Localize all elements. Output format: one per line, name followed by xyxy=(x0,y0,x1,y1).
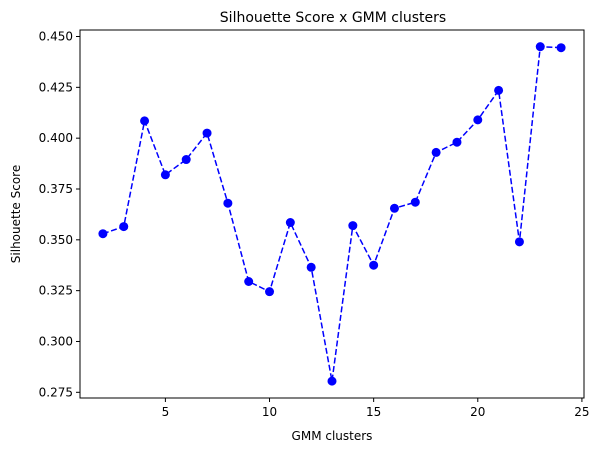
data-point xyxy=(181,155,191,165)
series-layer xyxy=(98,42,566,386)
x-tick-label: 25 xyxy=(574,405,589,419)
data-point xyxy=(119,222,129,232)
x-tick-label: 10 xyxy=(262,405,277,419)
y-tick-label: 0.400 xyxy=(39,131,73,145)
data-point xyxy=(535,42,545,52)
x-axis-label: GMM clusters xyxy=(292,429,373,443)
data-point xyxy=(285,218,295,228)
data-point xyxy=(98,229,108,239)
chart-title: Silhouette Score x GMM clusters xyxy=(220,10,446,26)
data-point xyxy=(431,147,441,157)
data-point xyxy=(327,376,337,386)
y-tick-label: 0.325 xyxy=(39,284,73,298)
data-point xyxy=(202,128,212,138)
x-tick-label: 20 xyxy=(470,405,485,419)
y-tick-label: 0.275 xyxy=(39,385,73,399)
data-point xyxy=(452,137,462,147)
y-tick-label: 0.350 xyxy=(39,233,73,247)
data-point xyxy=(140,116,150,126)
data-point xyxy=(369,260,379,270)
data-point xyxy=(556,43,566,53)
data-point xyxy=(348,221,358,231)
data-point xyxy=(473,115,483,125)
data-point xyxy=(494,85,504,95)
data-point xyxy=(410,197,420,207)
ticks-layer: 5 10 15 20 25 0.275 0.300 0.325 0.350 0.375 0.400 0… xyxy=(39,30,590,419)
plot-area-frame xyxy=(79,29,585,399)
y-tick-label: 0.375 xyxy=(39,182,73,196)
data-point xyxy=(389,203,399,213)
data-point xyxy=(223,198,233,208)
data-point xyxy=(160,170,170,180)
y-tick-label: 0.300 xyxy=(39,334,73,348)
data-point xyxy=(244,277,254,286)
x-tick-label: 5 xyxy=(162,405,170,419)
x-tick-label: 15 xyxy=(366,405,381,419)
data-point xyxy=(306,262,316,272)
data-point xyxy=(514,237,524,247)
y-tick-label: 0.450 xyxy=(39,30,73,44)
y-tick-label: 0.425 xyxy=(39,80,73,94)
data-point xyxy=(265,287,275,297)
y-axis-label: Silhouette Score xyxy=(9,165,23,263)
